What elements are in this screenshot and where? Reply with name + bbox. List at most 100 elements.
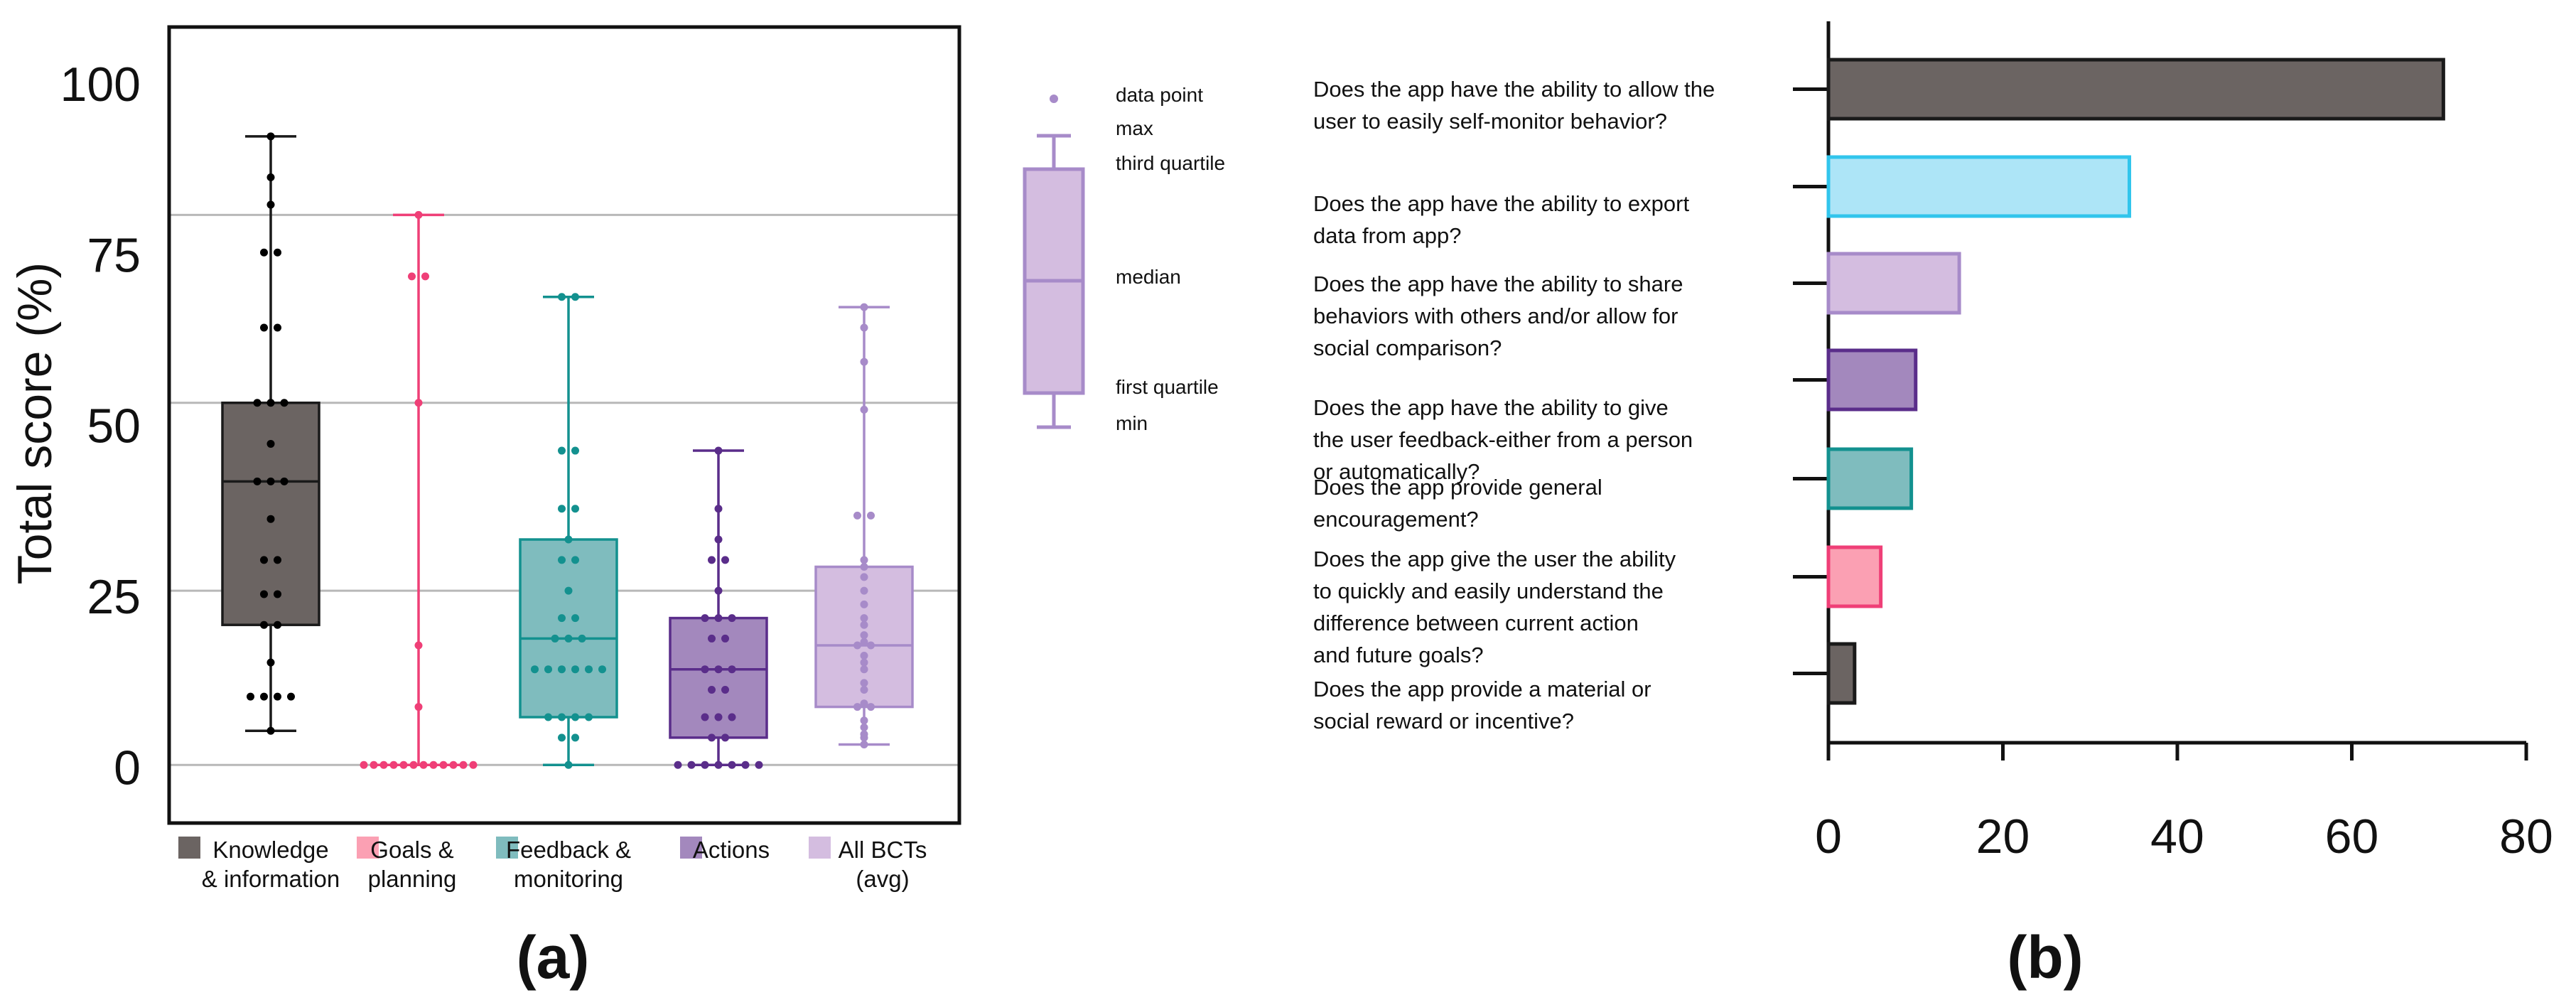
data-point (558, 446, 566, 455)
bar-label-line: Does the app have the ability to export (1313, 191, 1689, 216)
legend-swatch (680, 837, 702, 859)
data-point (728, 761, 736, 769)
data-point (674, 761, 682, 769)
bar (1826, 252, 1961, 315)
data-point (399, 761, 408, 769)
data-point (860, 323, 868, 332)
data-point (860, 600, 868, 608)
data-point (274, 590, 281, 598)
panel-a-box-plot: 0 25 50 75 100 Total score (%) Knowledge & info… (8, 25, 961, 991)
bar (1826, 447, 1914, 510)
legend-label-line2: planning (368, 866, 457, 892)
legend-label-line1: Feedback & (506, 837, 631, 863)
data-point (860, 556, 868, 564)
data-point (714, 614, 723, 623)
data-point (708, 556, 716, 564)
data-point (860, 405, 868, 414)
bar (1826, 155, 2131, 218)
panel-label-b: (b) (2007, 924, 2083, 991)
data-point (266, 200, 275, 209)
legend-label-line2: & information (202, 866, 340, 892)
data-point (260, 556, 268, 564)
y-tick-label: 0 (114, 741, 141, 795)
bar-label-line: user to easily self-monitor behavior? (1313, 109, 1667, 134)
x-tick-label: 40 (2150, 810, 2204, 864)
data-point (701, 665, 709, 674)
data-point (260, 620, 268, 629)
data-point (421, 272, 429, 281)
bar-label-line: and future goals? (1313, 643, 1484, 667)
data-point (266, 477, 275, 485)
x-tick-label: 80 (2499, 810, 2553, 864)
data-point (266, 439, 275, 448)
data-point (429, 761, 438, 769)
data-point (571, 446, 579, 455)
data-point (860, 716, 868, 725)
data-point (687, 761, 696, 769)
y-tick-label: 75 (87, 228, 141, 282)
data-point (860, 723, 868, 731)
data-point (853, 511, 861, 520)
data-point (721, 733, 729, 742)
legend-swatch (178, 837, 200, 859)
data-point (860, 686, 868, 694)
data-point (860, 730, 868, 738)
data-point (408, 272, 416, 281)
data-point (860, 638, 868, 646)
data-point (860, 651, 868, 660)
legend-swatch (809, 837, 831, 859)
data-point (558, 713, 566, 721)
data-point (414, 399, 423, 407)
data-point (564, 586, 573, 595)
bar-label-line: the user feedback-either from a person (1313, 427, 1693, 452)
data-point (558, 733, 566, 742)
data-point (860, 586, 868, 595)
panel-label-a: (a) (517, 924, 590, 991)
data-point (860, 679, 868, 687)
data-point (260, 692, 268, 701)
data-point (721, 634, 729, 643)
bar (1826, 348, 1918, 412)
data-point (287, 692, 295, 701)
legend-swatch (357, 837, 379, 859)
bar-label-line: data from app? (1313, 223, 1462, 248)
data-point (867, 511, 875, 520)
x-tick-label: 0 (1815, 810, 1842, 864)
data-point (414, 703, 423, 711)
data-point (741, 761, 750, 769)
data-point (266, 173, 275, 182)
data-point (409, 761, 418, 769)
bar-label-line: Does the app have the ability to share (1313, 272, 1683, 296)
data-point (585, 713, 593, 721)
data-point (571, 665, 579, 674)
data-point (274, 323, 281, 332)
bar-label-line: encouragement? (1313, 507, 1479, 532)
data-point (253, 399, 262, 407)
data-point (860, 665, 868, 674)
key-label-first-quartile: first quartile (1116, 376, 1219, 398)
bar-label-line: social comparison? (1313, 335, 1502, 360)
data-point (414, 210, 423, 219)
data-point (266, 726, 275, 735)
legend-label-line1: Actions (693, 837, 770, 863)
data-point (260, 323, 268, 332)
data-point (558, 665, 566, 674)
box (221, 402, 320, 626)
key-label-max: max (1116, 117, 1153, 139)
data-point (853, 703, 861, 711)
legend-label-line2: monitoring (514, 866, 623, 892)
data-point (360, 761, 368, 769)
box (519, 538, 618, 719)
data-point (860, 303, 868, 311)
data-point (469, 761, 478, 769)
data-point (571, 733, 579, 742)
data-point (439, 761, 448, 769)
data-point (558, 614, 566, 623)
data-point (708, 686, 716, 694)
data-point (266, 515, 275, 523)
data-point (551, 634, 559, 643)
data-point (714, 535, 723, 544)
data-point (280, 399, 289, 407)
bar-label-line: Does the app give the user the ability (1313, 547, 1676, 571)
